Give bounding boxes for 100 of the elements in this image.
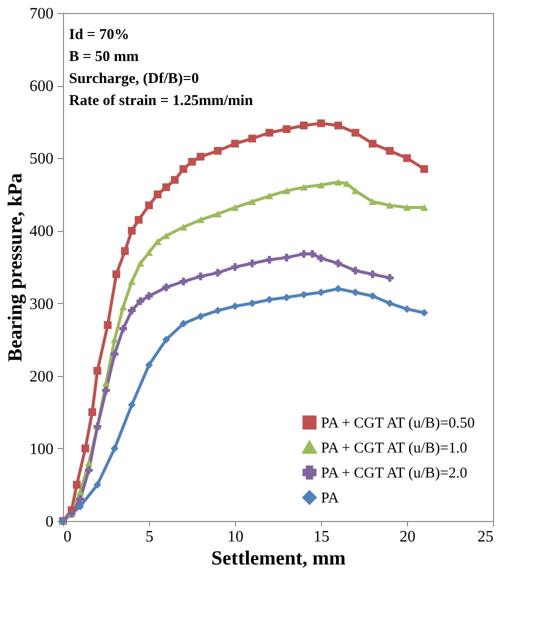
point — [128, 226, 136, 235]
point — [196, 216, 204, 224]
point — [317, 254, 325, 262]
point — [308, 250, 316, 258]
point — [102, 386, 110, 394]
legend-label: PA — [321, 490, 339, 506]
point — [248, 134, 256, 142]
point — [214, 210, 222, 218]
y-tick-label: 400 — [30, 223, 54, 240]
annotation: Rate of strain = 1.25mm/min — [69, 93, 254, 109]
point — [72, 480, 81, 489]
point — [119, 304, 128, 310]
point — [248, 198, 256, 206]
point — [145, 292, 153, 300]
point — [162, 283, 170, 292]
point — [128, 401, 136, 409]
point — [300, 290, 308, 298]
x-tick-label: 20 — [400, 528, 416, 546]
point — [368, 270, 376, 278]
point — [368, 292, 376, 300]
point — [76, 502, 84, 510]
point — [231, 302, 239, 310]
point — [214, 268, 222, 277]
point — [128, 306, 136, 314]
x-tick-label: 0 — [64, 528, 72, 546]
point — [136, 297, 144, 305]
point — [196, 272, 204, 280]
point — [84, 466, 93, 474]
point — [94, 480, 102, 489]
point — [102, 380, 110, 386]
point — [112, 270, 120, 278]
x-axis-title: Settlement, mm — [211, 548, 346, 570]
point — [334, 284, 342, 293]
point — [386, 202, 394, 209]
point — [317, 182, 325, 188]
point — [386, 147, 394, 155]
point — [145, 201, 153, 210]
point — [231, 140, 239, 148]
point — [352, 128, 360, 137]
point — [334, 260, 342, 268]
point — [352, 187, 360, 194]
point — [188, 158, 196, 166]
point — [180, 278, 188, 286]
point — [386, 299, 394, 308]
point — [196, 152, 204, 161]
point — [334, 178, 342, 186]
point — [145, 249, 153, 256]
y-tick-label: 200 — [30, 368, 54, 386]
point — [334, 122, 342, 130]
point — [121, 247, 129, 255]
point — [248, 260, 256, 268]
x-tick-label: 25 — [478, 528, 494, 546]
y-tick-label: 0 — [46, 514, 54, 530]
x-tick-label: 5 — [146, 528, 154, 546]
point — [88, 408, 96, 416]
point — [403, 154, 411, 162]
annotation: B = 50 mm — [69, 49, 140, 65]
point — [134, 216, 143, 224]
point — [282, 187, 290, 194]
point — [162, 183, 170, 192]
point — [196, 312, 204, 320]
legend-label: PA + CGT AT (u/B)=2.0 — [321, 466, 468, 482]
point — [317, 288, 325, 296]
point — [266, 296, 274, 304]
point — [420, 165, 428, 173]
point — [214, 147, 222, 155]
point — [119, 324, 128, 333]
y-tick-label: 700 — [30, 6, 54, 22]
point — [352, 288, 360, 296]
point — [300, 250, 308, 258]
point — [110, 444, 118, 452]
point — [386, 274, 394, 282]
point — [368, 198, 376, 206]
point — [180, 320, 188, 328]
point — [403, 204, 411, 211]
annotation: Id = 70% — [69, 27, 130, 43]
point — [110, 350, 118, 358]
point — [403, 305, 411, 313]
annotation: Surcharge, (Df/B)=0 — [69, 71, 199, 87]
point — [420, 308, 428, 317]
point — [145, 361, 153, 369]
point — [231, 263, 239, 271]
y-tick-label: 100 — [30, 440, 54, 458]
point — [266, 256, 274, 264]
point — [248, 299, 256, 308]
point — [104, 321, 112, 329]
y-axis-title: Bearing pressure, kPa — [4, 173, 26, 362]
y-tick-label: 500 — [30, 150, 54, 168]
point — [266, 128, 274, 137]
point — [76, 495, 84, 504]
point — [180, 224, 188, 230]
point — [368, 140, 376, 148]
point — [282, 125, 290, 133]
point — [420, 204, 428, 211]
legend-label: PA + CGT AT (u/B)=1.0 — [321, 440, 468, 456]
point — [76, 488, 84, 496]
point — [162, 336, 170, 344]
point — [300, 184, 308, 191]
point — [94, 366, 102, 375]
point — [231, 204, 239, 211]
